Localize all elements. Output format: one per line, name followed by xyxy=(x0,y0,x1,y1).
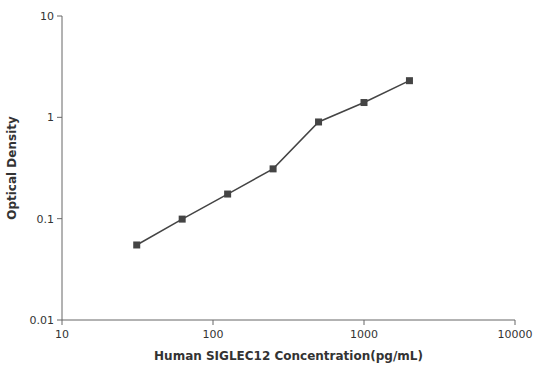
y-tick xyxy=(57,117,62,118)
x-tick-label: 10000 xyxy=(498,328,533,341)
marker xyxy=(224,191,231,198)
y-tick xyxy=(57,320,62,321)
y-tick-label: 10 xyxy=(40,10,54,23)
y-tick-label: 0.01 xyxy=(30,314,55,327)
line xyxy=(137,81,410,245)
x-tick xyxy=(364,320,365,325)
marker xyxy=(179,216,186,223)
marker xyxy=(315,118,322,125)
y-tick xyxy=(57,16,62,17)
x-tick-label: 10 xyxy=(55,328,69,341)
y-tick-label: 0.1 xyxy=(37,213,55,226)
x-tick xyxy=(213,320,214,325)
y-axis-label: Optical Density xyxy=(5,116,19,220)
x-tick-label: 100 xyxy=(203,328,224,341)
x-axis-label: Human SIGLEC12 Concentration(pg/mL) xyxy=(154,349,423,363)
y-tick-label: 1 xyxy=(47,111,54,124)
x-tick xyxy=(62,320,63,325)
y-axis xyxy=(62,16,63,320)
plot-area xyxy=(133,77,413,248)
y-tick xyxy=(57,218,62,219)
marker xyxy=(361,99,368,106)
marker xyxy=(270,165,277,172)
marker xyxy=(133,241,140,248)
chart: 10 100 1000 10000 0.01 0.1 1 10 Human SIGLEC12 C… xyxy=(0,0,533,372)
x-tick xyxy=(515,320,516,325)
marker xyxy=(406,77,413,84)
x-axis xyxy=(62,320,515,321)
x-tick-label: 1000 xyxy=(350,328,378,341)
